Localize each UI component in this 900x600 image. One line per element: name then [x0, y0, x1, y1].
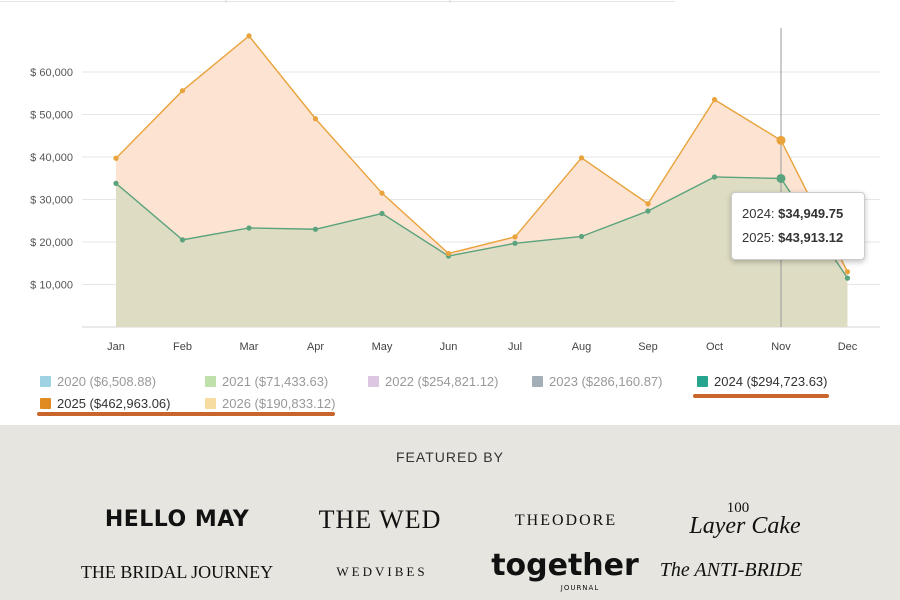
- highlight-underline-2025-2026: [37, 412, 335, 416]
- point-2024-May[interactable]: [379, 210, 385, 217]
- point-2024-Oct[interactable]: [711, 174, 718, 180]
- point-2025-Mar[interactable]: [246, 33, 252, 39]
- line-2024: [115, 176, 849, 279]
- point-2024-Sep[interactable]: [645, 208, 651, 214]
- x-tick-Apr: Apr: [307, 341, 324, 353]
- legend-swatch-2024: [697, 376, 708, 387]
- series-lines: [115, 34, 849, 279]
- point-2024-Nov[interactable]: [776, 173, 786, 183]
- point-2025-Nov[interactable]: [776, 135, 786, 145]
- legend-item-2023[interactable]: 2023 ($286,160.87): [532, 374, 662, 389]
- legend-item-2024[interactable]: 2024 ($294,723.63): [697, 374, 827, 389]
- logo-the-wed: THE WED: [318, 505, 442, 534]
- tooltip-label-2025: 2025:: [742, 230, 775, 245]
- line-2025: [115, 34, 849, 273]
- x-tick-Aug: Aug: [572, 341, 592, 353]
- point-2024-Mar[interactable]: [246, 225, 252, 231]
- point-2025-Sep[interactable]: [645, 201, 651, 207]
- point-2024-Aug[interactable]: [578, 233, 585, 240]
- point-2025-Aug[interactable]: [578, 155, 585, 161]
- tooltip-label-2024: 2024:: [742, 206, 775, 221]
- legend-swatch-2022: [368, 376, 379, 387]
- logo-100: 100: [726, 500, 750, 516]
- tooltip-value-2025: $43,913.12: [778, 230, 844, 245]
- point-2024-Dec[interactable]: [844, 275, 851, 281]
- legend-swatch-2020: [40, 376, 51, 387]
- legend-swatch-2026: [205, 398, 216, 409]
- legend-item-2022[interactable]: 2022 ($254,821.12): [368, 374, 498, 389]
- logo-hello-may: HELLO MAY: [104, 507, 250, 532]
- tooltip-value-2024: $34,949.75: [778, 206, 844, 221]
- point-2025-Oct[interactable]: [711, 97, 718, 103]
- point-2024-Jul[interactable]: [512, 240, 518, 246]
- x-tick-Nov: Nov: [771, 341, 791, 353]
- legend-item-2021[interactable]: 2021 ($71,433.63): [205, 374, 328, 389]
- legend-swatch-2023: [532, 376, 543, 387]
- x-tick-Sep: Sep: [638, 341, 658, 353]
- legend-label-2025: 2025 ($462,963.06): [57, 396, 171, 411]
- series-areas: [116, 35, 848, 327]
- highlight-underline-2024: [693, 394, 829, 398]
- logo-together: together: [491, 548, 639, 583]
- x-tick-Mar: Mar: [240, 341, 259, 353]
- point-2025-Jul[interactable]: [512, 234, 518, 240]
- featured-title: FEATURED BY: [396, 449, 504, 465]
- x-tick-Feb: Feb: [173, 341, 192, 353]
- y-tick-30000: $ 30,000: [30, 195, 73, 207]
- legend-swatch-2021: [205, 376, 216, 387]
- legend-swatch-2025: [40, 398, 51, 409]
- x-tick-Jan: Jan: [107, 341, 125, 353]
- y-tick-50000: $ 50,000: [30, 110, 73, 122]
- point-2025-Feb[interactable]: [179, 88, 186, 94]
- series-points[interactable]: [113, 33, 851, 281]
- point-2025-Apr[interactable]: [312, 116, 319, 122]
- chart-area: $ 10,000 $ 20,000 $ 30,000 $ 40,000 $ 50,000…: [0, 0, 880, 353]
- x-tick-Jun: Jun: [440, 341, 458, 353]
- x-axis-ticks: Jan Feb Mar Apr May Jun Jul Aug Sep Oct Nov Dec: [107, 341, 858, 353]
- value-tooltip: 2024: $34,949.75 2025: $43,913.12: [731, 192, 865, 260]
- logo-wedvibes: WEDVIBES: [336, 564, 428, 579]
- y-axis-ticks: $ 10,000 $ 20,000 $ 30,000 $ 40,000 $ 50,000…: [30, 67, 73, 292]
- point-2025-Jan[interactable]: [113, 155, 119, 161]
- point-2024-Apr[interactable]: [312, 226, 319, 232]
- y-tick-40000: $ 40,000: [30, 152, 73, 164]
- featured-by-section: FEATURED BY HELLO MAY THE WED THEODORE 1…: [0, 425, 900, 600]
- legend-label-2021: 2021 ($71,433.63): [222, 374, 329, 389]
- y-tick-20000: $ 20,000: [30, 237, 73, 249]
- y-tick-10000: $ 10,000: [30, 280, 73, 292]
- x-tick-Oct: Oct: [706, 341, 723, 353]
- legend-label-2022: 2022 ($254,821.12): [385, 374, 499, 389]
- chart-legend: 2020 ($6,508.88) 2021 ($71,433.63) 2022 …: [0, 370, 900, 420]
- legend-label-2023: 2023 ($286,160.87): [549, 374, 663, 389]
- logo-the-bridal-journey: THE BRIDAL JOURNEY: [80, 562, 274, 582]
- x-tick-Jul: Jul: [508, 341, 522, 353]
- logo-layer-cake: Layer Cake: [689, 513, 801, 539]
- logo-the-anti-bride: The ANTI-BRIDE: [659, 559, 803, 581]
- point-2024-Jan[interactable]: [113, 180, 119, 186]
- area-2024: [116, 176, 848, 327]
- chart-canvas: $ 10,000 $ 20,000 $ 30,000 $ 40,000 $ 50,000…: [0, 0, 880, 353]
- legend-label-2026: 2026 ($190,833.12): [222, 396, 336, 411]
- logo-together-journal: JOURNAL: [560, 584, 600, 592]
- point-2025-Dec[interactable]: [844, 269, 851, 275]
- point-2025-May[interactable]: [379, 190, 385, 196]
- legend-item-2026[interactable]: 2026 ($190,833.12): [205, 396, 335, 411]
- x-tick-May: May: [372, 341, 393, 353]
- x-tick-Dec: Dec: [838, 341, 858, 353]
- legend-item-2025[interactable]: 2025 ($462,963.06): [40, 396, 170, 411]
- point-2024-Feb[interactable]: [179, 237, 186, 243]
- legend-item-2020[interactable]: 2020 ($6,508.88): [40, 374, 156, 389]
- logo-theodore: THEODORE: [514, 512, 618, 529]
- point-2025-Jun[interactable]: [445, 250, 452, 257]
- y-tick-60000: $ 60,000: [30, 67, 73, 79]
- legend-label-2024: 2024 ($294,723.63): [714, 374, 828, 389]
- legend-label-2020: 2020 ($6,508.88): [57, 374, 157, 389]
